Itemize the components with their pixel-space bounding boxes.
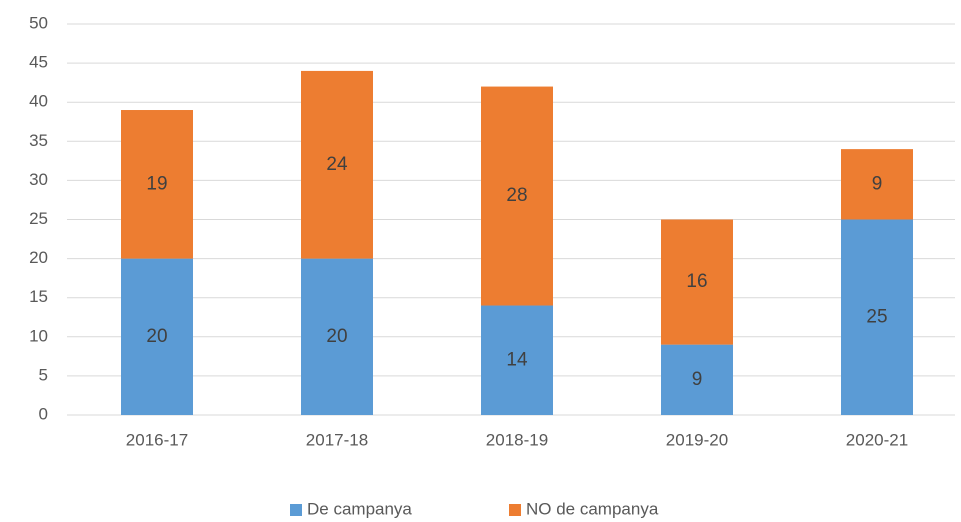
y-tick-label: 0 (39, 404, 48, 423)
y-tick-label: 25 (29, 209, 48, 228)
x-tick-label: 2020-21 (846, 430, 908, 449)
data-label: 9 (872, 173, 883, 194)
bar-segment (841, 149, 913, 220)
data-label: 24 (326, 154, 348, 175)
bar-segment (661, 344, 733, 415)
bar-segment (481, 86, 553, 306)
data-label: 25 (866, 306, 887, 327)
y-tick-label: 40 (29, 92, 48, 111)
data-label: 20 (326, 326, 347, 347)
legend-swatch (290, 504, 302, 516)
y-tick-label: 50 (29, 13, 48, 32)
legend-label: De campanya (307, 499, 412, 518)
y-tick-label: 20 (29, 248, 48, 267)
y-tick-label: 15 (29, 287, 48, 306)
x-tick-label: 2017-18 (306, 430, 368, 449)
bar-segment (841, 219, 913, 415)
y-tick-label: 45 (29, 53, 48, 72)
bar-segment (481, 305, 553, 415)
data-label: 14 (506, 349, 528, 370)
bar-segment (301, 70, 373, 259)
bar-segment (121, 258, 193, 415)
y-tick-label: 30 (29, 170, 48, 189)
x-tick-label: 2019-20 (666, 430, 728, 449)
bar-segment (121, 110, 193, 259)
data-label: 20 (146, 326, 167, 347)
x-tick-label: 2016-17 (126, 430, 188, 449)
data-label: 16 (686, 271, 707, 292)
data-label: 28 (506, 185, 527, 206)
y-tick-label: 35 (29, 131, 48, 150)
data-label: 19 (146, 173, 167, 194)
data-label: 9 (692, 369, 703, 390)
x-tick-label: 2018-19 (486, 430, 548, 449)
legend-label: NO de campanya (526, 499, 659, 518)
y-tick-label: 10 (29, 326, 48, 345)
legend-swatch (509, 504, 521, 516)
y-tick-label: 5 (39, 365, 48, 384)
bar-segment (301, 258, 373, 415)
bar-segment (661, 219, 733, 345)
